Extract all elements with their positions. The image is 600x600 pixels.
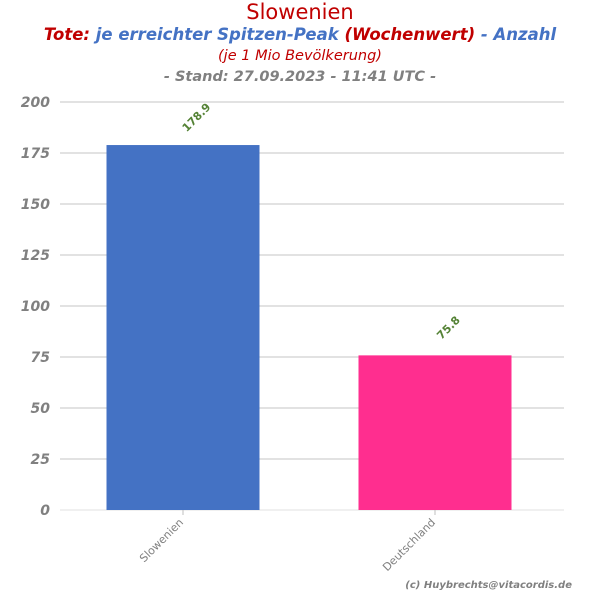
subtitle-part-4: - Anzahl [480,25,557,44]
bar [106,145,260,510]
chart-title: Slowenien [246,0,354,24]
bar [358,355,512,510]
x-tick-label: Deutschland [380,516,438,574]
chart-subtitle-3: - Stand: 27.09.2023 - 11:41 UTC - [163,69,437,85]
y-tick-label: 125 [21,248,50,264]
y-tick-label: 150 [21,197,50,213]
x-tick-label: Slowenien [137,516,186,565]
y-tick-label: 0 [40,503,50,519]
chart-subtitle-2: (je 1 Mio Bevölkerung) [218,48,382,64]
subtitle-part-3: (Wochenwert) [344,25,476,44]
y-tick-label: 175 [21,146,50,162]
y-tick-label: 200 [21,95,50,111]
y-tick-label: 50 [31,401,51,417]
data-label: 178.9 [180,101,214,135]
subtitle-part-2: je erreichter Spitzen-Peak [95,25,339,44]
y-tick-label: 100 [21,299,50,315]
y-tick-label: 75 [31,350,51,366]
y-tick-label: 25 [31,452,51,468]
data-label: 75.8 [434,314,462,342]
credit-text: (c) Huybrechts@vitacordis.de [405,580,572,591]
subtitle-part-1: Tote: [43,25,91,44]
chart-subtitle: Tote: je erreichter Spitzen-Peak (Wochen… [0,24,600,46]
